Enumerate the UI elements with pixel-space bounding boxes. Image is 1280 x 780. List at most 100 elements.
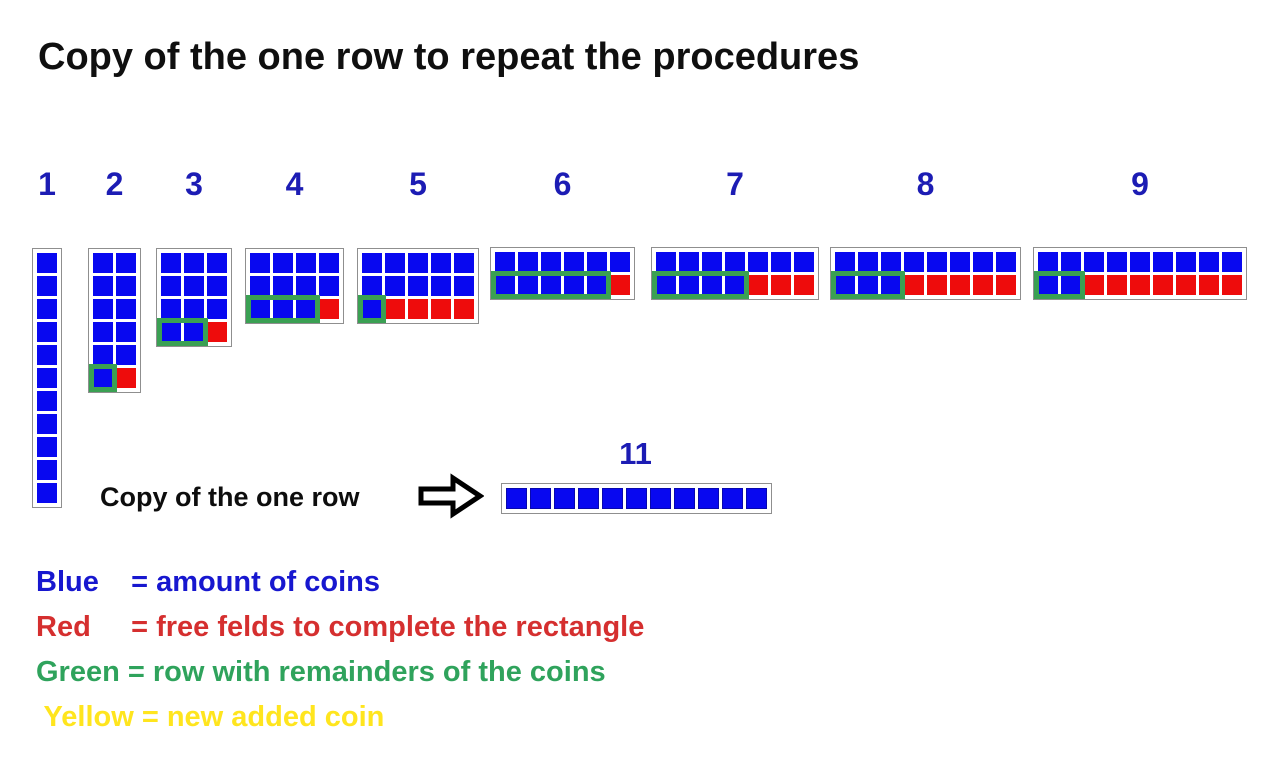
coin-cell-blue: [184, 253, 204, 273]
coin-cell-blue: [37, 460, 57, 480]
coin-cell-blue: [454, 253, 474, 273]
free-cell-red: [319, 299, 339, 319]
coin-cell-blue: [771, 252, 791, 272]
grid-label-8: 8: [916, 166, 935, 202]
coin-cell-blue: [1107, 252, 1127, 272]
grid-label-2: 2: [105, 166, 124, 202]
coin-cell-blue: [37, 437, 57, 457]
coin-grid-8: [830, 247, 1021, 300]
coin-cell-blue: [93, 253, 113, 273]
coin-cell-blue: [207, 253, 227, 273]
coin-cell-blue: [273, 276, 293, 296]
coin-cell-blue: [93, 299, 113, 319]
coin-cell-blue: [495, 275, 515, 295]
coin-cell-blue: [116, 322, 136, 342]
coin-cell-blue: [207, 299, 227, 319]
coin-cell-blue: [541, 252, 561, 272]
coin-cell-blue: [927, 252, 947, 272]
coin-cell-blue: [495, 252, 515, 272]
free-cell-red: [408, 299, 428, 319]
coin-cell-blue: [506, 488, 527, 509]
coin-grid-3: [156, 248, 232, 347]
coin-cell-blue: [679, 275, 699, 295]
coin-cell-blue: [1130, 252, 1150, 272]
grid-label-6: 6: [553, 166, 572, 202]
remainder-outline: [831, 271, 905, 299]
legend-line-2: Green = row with remainders of the coins: [36, 656, 606, 688]
coin-cell-blue: [184, 322, 204, 342]
coin-cell-blue: [650, 488, 671, 509]
free-cell-red: [1222, 275, 1242, 295]
coin-cell-blue: [296, 276, 316, 296]
coin-grid-5: [357, 248, 479, 324]
coin-cell-blue: [578, 488, 599, 509]
free-cell-red: [1107, 275, 1127, 295]
remainder-outline: [1034, 271, 1085, 299]
coin-grid-1: [32, 248, 62, 508]
free-cell-red: [973, 275, 993, 295]
coin-cell-blue: [116, 299, 136, 319]
coin-grid-2: [88, 248, 141, 393]
coin-cell-blue: [93, 368, 113, 388]
free-cell-red: [927, 275, 947, 295]
coin-grid-9: [1033, 247, 1247, 300]
coin-cell-blue: [794, 252, 814, 272]
coin-cell-blue: [656, 275, 676, 295]
coin-cell-blue: [273, 299, 293, 319]
coin-cell-blue: [610, 252, 630, 272]
page-title: Copy of the one row to repeat the proced…: [38, 36, 860, 78]
free-cell-red: [207, 322, 227, 342]
coin-cell-blue: [858, 252, 878, 272]
free-cell-red: [794, 275, 814, 295]
coin-cell-blue: [319, 253, 339, 273]
coin-cell-blue: [161, 322, 181, 342]
coin-cell-blue: [37, 253, 57, 273]
coin-grid-7: [651, 247, 819, 300]
coin-cell-blue: [362, 253, 382, 273]
free-cell-red: [454, 299, 474, 319]
coin-cell-blue: [37, 391, 57, 411]
grid-label-3: 3: [185, 166, 203, 202]
free-cell-red: [904, 275, 924, 295]
legend-line-3: Yellow = new added coin: [36, 701, 385, 733]
coin-cell-blue: [1061, 252, 1081, 272]
free-cell-red: [1199, 275, 1219, 295]
coin-cell-blue: [702, 275, 722, 295]
coin-cell-blue: [207, 276, 227, 296]
coin-cell-blue: [554, 488, 575, 509]
legend: Blue = amount of coins Red = free felds t…: [36, 560, 644, 740]
coin-cell-blue: [564, 275, 584, 295]
coin-cell-blue: [385, 253, 405, 273]
coin-cell-blue: [881, 252, 901, 272]
coin-cell-blue: [518, 252, 538, 272]
coin-cell-blue: [408, 276, 428, 296]
free-cell-red: [385, 299, 405, 319]
coin-cell-blue: [1084, 252, 1104, 272]
coin-cell-blue: [37, 345, 57, 365]
grid-label-5: 5: [409, 166, 427, 202]
grid-label-9: 9: [1131, 166, 1149, 202]
grid-label-1: 1: [38, 166, 56, 202]
coin-cell-blue: [674, 488, 695, 509]
coin-cell-blue: [431, 253, 451, 273]
coin-cell-blue: [37, 368, 57, 388]
legend-line-0: Blue = amount of coins: [36, 566, 381, 598]
coin-cell-blue: [93, 322, 113, 342]
free-cell-red: [1130, 275, 1150, 295]
coin-cell-blue: [587, 275, 607, 295]
coin-cell-blue: [602, 488, 623, 509]
free-cell-red: [771, 275, 791, 295]
legend-line-1: Red = free felds to complete the rectang…: [36, 611, 645, 643]
coin-cell-blue: [1153, 252, 1173, 272]
coin-cell-blue: [184, 299, 204, 319]
free-cell-red: [996, 275, 1016, 295]
coin-cell-blue: [973, 252, 993, 272]
coin-cell-blue: [564, 252, 584, 272]
free-cell-red: [1153, 275, 1173, 295]
free-cell-red: [610, 275, 630, 295]
coin-cell-blue: [725, 252, 745, 272]
remainder-outline: [652, 271, 749, 299]
grid-label-4: 4: [285, 166, 304, 202]
coin-cell-blue: [296, 299, 316, 319]
